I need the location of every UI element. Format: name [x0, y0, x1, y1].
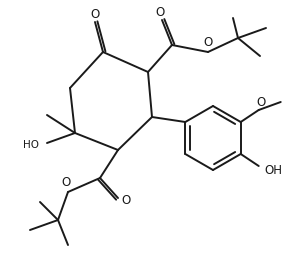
Text: O: O: [121, 194, 131, 206]
Text: O: O: [203, 37, 213, 49]
Text: O: O: [61, 177, 71, 189]
Text: HO: HO: [23, 140, 39, 150]
Text: O: O: [256, 96, 265, 109]
Text: OH: OH: [265, 165, 283, 177]
Text: O: O: [155, 5, 165, 19]
Text: O: O: [90, 7, 100, 20]
